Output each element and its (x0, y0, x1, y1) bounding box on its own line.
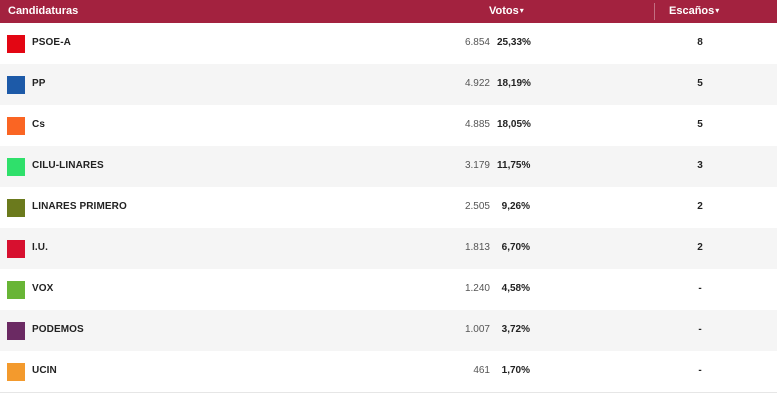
votes-count: 461 (473, 365, 490, 376)
votes-count: 1.813 (464, 242, 490, 253)
table-row: PSOE-A 6.854 25,33% 8 (0, 23, 777, 64)
votes-count: 6.854 (464, 37, 490, 48)
party-color-swatch (7, 35, 25, 53)
votes-percentage: 11,75% (497, 160, 531, 171)
votes-count: 4.922 (464, 78, 490, 89)
votes-percentage: 18,19% (497, 78, 531, 89)
table-row: PODEMOS 1.007 3,72% - (0, 310, 777, 351)
seats-count: 8 (697, 37, 703, 48)
table-row: LINARES PRIMERO 2.505 9,26% 2 (0, 187, 777, 228)
votes-percentage: 1,70% (501, 365, 530, 376)
seats-count: - (698, 283, 702, 294)
party-color-swatch (7, 199, 25, 217)
table-header: Candidaturas Votos▾ Escaños▾ (0, 0, 777, 23)
votes-count: 3.179 (464, 160, 490, 171)
seats-count: 2 (697, 201, 703, 212)
party-color-swatch (7, 240, 25, 258)
seats-count: - (698, 324, 702, 335)
votes-count: 4.885 (464, 119, 490, 130)
party-color-swatch (7, 322, 25, 340)
party-name: CILU-LINARES (32, 160, 104, 171)
party-color-swatch (7, 117, 25, 135)
party-color-swatch (7, 363, 25, 381)
seats-count: - (698, 365, 702, 376)
sort-caret-icon: ▾ (715, 6, 720, 15)
header-seats-label: Escaños (669, 5, 715, 17)
table-row: UCIN 461 1,70% - (0, 351, 777, 392)
votes-percentage: 4,58% (501, 283, 530, 294)
votes-percentage: 25,33% (497, 37, 531, 48)
votes-percentage: 18,05% (497, 119, 531, 130)
party-name: PODEMOS (32, 324, 84, 335)
party-name: VOX (32, 283, 54, 294)
votes-percentage: 9,26% (501, 201, 530, 212)
seats-count: 5 (697, 78, 703, 89)
seats-count: 3 (697, 160, 703, 171)
party-name: PSOE-A (32, 37, 71, 48)
votes-percentage: 6,70% (501, 242, 530, 253)
party-name: LINARES PRIMERO (32, 201, 127, 212)
header-votes-label: Votos (489, 5, 519, 17)
votes-count: 1.007 (464, 324, 490, 335)
seats-count: 2 (697, 242, 703, 253)
party-name: Cs (32, 119, 45, 130)
table-bottom-border (0, 392, 777, 393)
header-candidates: Candidaturas (8, 5, 79, 17)
table-row: PP 4.922 18,19% 5 (0, 64, 777, 105)
seats-count: 5 (697, 119, 703, 130)
header-divider (654, 3, 655, 20)
party-name: PP (32, 78, 46, 89)
party-name: UCIN (32, 365, 57, 376)
sort-by-votes-button[interactable]: Votos▾ (489, 5, 524, 17)
votes-count: 1.240 (464, 283, 490, 294)
party-color-swatch (7, 158, 25, 176)
table-row: I.U. 1.813 6,70% 2 (0, 228, 777, 269)
table-row: VOX 1.240 4,58% - (0, 269, 777, 310)
table-row: CILU-LINARES 3.179 11,75% 3 (0, 146, 777, 187)
sort-caret-icon: ▾ (519, 6, 524, 15)
party-color-swatch (7, 281, 25, 299)
votes-percentage: 3,72% (501, 324, 530, 335)
votes-count: 2.505 (464, 201, 490, 212)
party-color-swatch (7, 76, 25, 94)
table-body: PSOE-A 6.854 25,33% 8 PP 4.922 18,19% 5 … (0, 23, 777, 392)
party-name: I.U. (32, 242, 48, 253)
table-row: Cs 4.885 18,05% 5 (0, 105, 777, 146)
sort-by-seats-button[interactable]: Escaños▾ (669, 5, 719, 17)
